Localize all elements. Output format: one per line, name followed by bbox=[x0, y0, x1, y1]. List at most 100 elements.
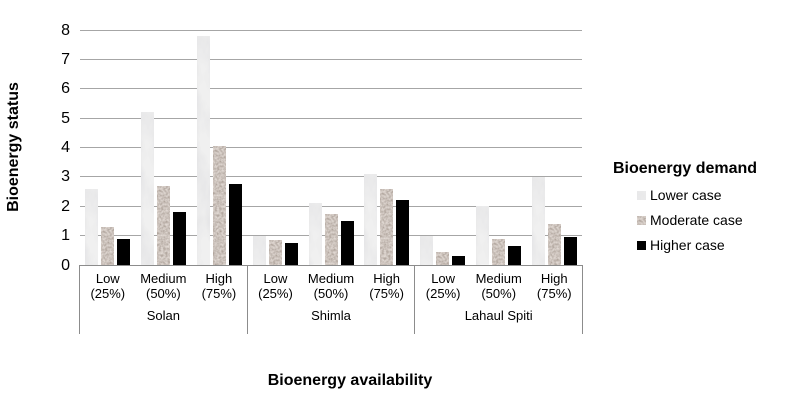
bar-group bbox=[415, 30, 471, 265]
category-label-sub: (50%) bbox=[481, 286, 517, 301]
bar bbox=[563, 237, 577, 265]
category-label-sub: (25%) bbox=[90, 286, 126, 301]
bar bbox=[507, 245, 521, 265]
category-label: Medium (50%) bbox=[136, 271, 192, 301]
category-axis: Low (25%) Medium (50%) High (75%) Solan Low (25%… bbox=[79, 265, 584, 334]
gridline bbox=[80, 29, 582, 31]
legend: Bioenergy demand Lower case Moderate case… bbox=[613, 160, 797, 262]
bar-region-lahaul-spiti bbox=[415, 30, 582, 265]
category-label-main: Medium bbox=[307, 271, 355, 286]
legend-item-label: Lower case bbox=[650, 187, 722, 203]
bar bbox=[324, 213, 338, 265]
y-tick-label: 1 bbox=[61, 227, 70, 245]
x-axis-title: Bioenergy availability bbox=[267, 372, 433, 389]
category-label-sub: (25%) bbox=[258, 286, 293, 301]
bar bbox=[547, 223, 561, 265]
category-label-main: High bbox=[205, 271, 233, 286]
bar-group bbox=[192, 30, 248, 265]
bar bbox=[308, 203, 322, 265]
bar bbox=[85, 188, 99, 265]
bar bbox=[196, 35, 210, 265]
region-cell: Low (25%) Medium (50%) High (75%) Lahaul Spiti bbox=[415, 266, 584, 334]
category-label: High (75%) bbox=[359, 271, 415, 301]
category-label-main: Medium bbox=[475, 271, 522, 286]
gridline bbox=[80, 58, 582, 60]
plot-area bbox=[80, 29, 582, 265]
legend-item: Lower case bbox=[637, 187, 797, 203]
region-label: Solan bbox=[146, 308, 180, 323]
bar bbox=[436, 251, 450, 265]
category-label: Low (25%) bbox=[415, 271, 471, 301]
bar bbox=[452, 256, 466, 265]
region-label: Shimla bbox=[311, 308, 351, 323]
bar-group bbox=[80, 30, 136, 265]
gridline bbox=[80, 147, 582, 148]
legend-swatch-marble bbox=[637, 190, 646, 200]
category-label: High (75%) bbox=[191, 271, 247, 301]
category-label: Low (25%) bbox=[80, 271, 136, 301]
category-label-sub: (75%) bbox=[201, 286, 237, 301]
y-tick-label: 2 bbox=[61, 197, 70, 215]
bar bbox=[475, 206, 489, 265]
category-label-main: Low bbox=[95, 271, 120, 286]
bar-group bbox=[526, 30, 582, 265]
bar bbox=[252, 235, 266, 265]
category-label: Medium (50%) bbox=[471, 271, 527, 301]
bar bbox=[157, 185, 171, 265]
bar-group bbox=[303, 30, 359, 265]
category-row: Low (25%) Medium (50%) High (75%) bbox=[415, 266, 582, 301]
gridline bbox=[80, 205, 582, 207]
category-label-main: High bbox=[540, 271, 568, 286]
bar bbox=[141, 112, 155, 265]
bars-container bbox=[80, 30, 582, 265]
y-tick-label: 0 bbox=[61, 256, 70, 274]
category-label-main: High bbox=[373, 271, 400, 286]
category-label-sub: (75%) bbox=[536, 286, 572, 301]
bar bbox=[396, 200, 410, 265]
bar-group bbox=[136, 30, 192, 265]
category-label-sub: (75%) bbox=[369, 286, 404, 301]
legend-items: Lower case Moderate case Higher case bbox=[613, 187, 797, 253]
category-label-sub: (50%) bbox=[313, 286, 349, 301]
bar bbox=[173, 212, 187, 265]
category-label-sub: (25%) bbox=[425, 286, 461, 301]
legend-item-label: Moderate case bbox=[650, 212, 743, 228]
y-tick-label: 3 bbox=[61, 168, 70, 186]
region-cell: Low (25%) Medium (50%) High (75%) Shimla bbox=[248, 266, 416, 334]
bar bbox=[228, 184, 242, 265]
bar bbox=[340, 220, 354, 265]
category-label-main: Medium bbox=[140, 271, 187, 286]
category-label-sub: (50%) bbox=[146, 286, 181, 301]
y-tick-label: 6 bbox=[61, 80, 70, 98]
y-axis-title: Bioenergy status bbox=[5, 82, 22, 212]
bar bbox=[380, 188, 394, 265]
category-label: Medium (50%) bbox=[303, 271, 359, 301]
gridline bbox=[80, 176, 582, 178]
category-label-main: Low bbox=[431, 271, 456, 286]
y-tick-label: 4 bbox=[61, 139, 70, 156]
bar bbox=[491, 238, 505, 265]
region-label: Lahaul Spiti bbox=[464, 308, 533, 323]
gridline bbox=[80, 117, 582, 119]
legend-item: Higher case bbox=[637, 237, 797, 253]
region-cell: Low (25%) Medium (50%) High (75%) Solan bbox=[80, 266, 248, 334]
bar-group bbox=[470, 30, 526, 265]
bar bbox=[420, 235, 434, 265]
category-label: Low (25%) bbox=[248, 271, 304, 301]
bar bbox=[117, 238, 131, 265]
bar bbox=[284, 242, 298, 265]
y-tick-label: 5 bbox=[61, 109, 70, 127]
bar bbox=[364, 173, 378, 265]
bar-group bbox=[359, 30, 415, 265]
bar bbox=[101, 226, 115, 265]
category-row: Low (25%) Medium (50%) High (75%) bbox=[80, 266, 247, 301]
bar bbox=[531, 176, 545, 265]
category-label: High (75%) bbox=[526, 271, 582, 301]
legend-item-label: Higher case bbox=[650, 237, 725, 253]
gridline bbox=[80, 88, 582, 90]
bar bbox=[268, 240, 282, 265]
bar bbox=[212, 146, 226, 265]
category-row: Low (25%) Medium (50%) High (75%) bbox=[248, 266, 415, 301]
legend-item: Moderate case bbox=[637, 212, 797, 228]
